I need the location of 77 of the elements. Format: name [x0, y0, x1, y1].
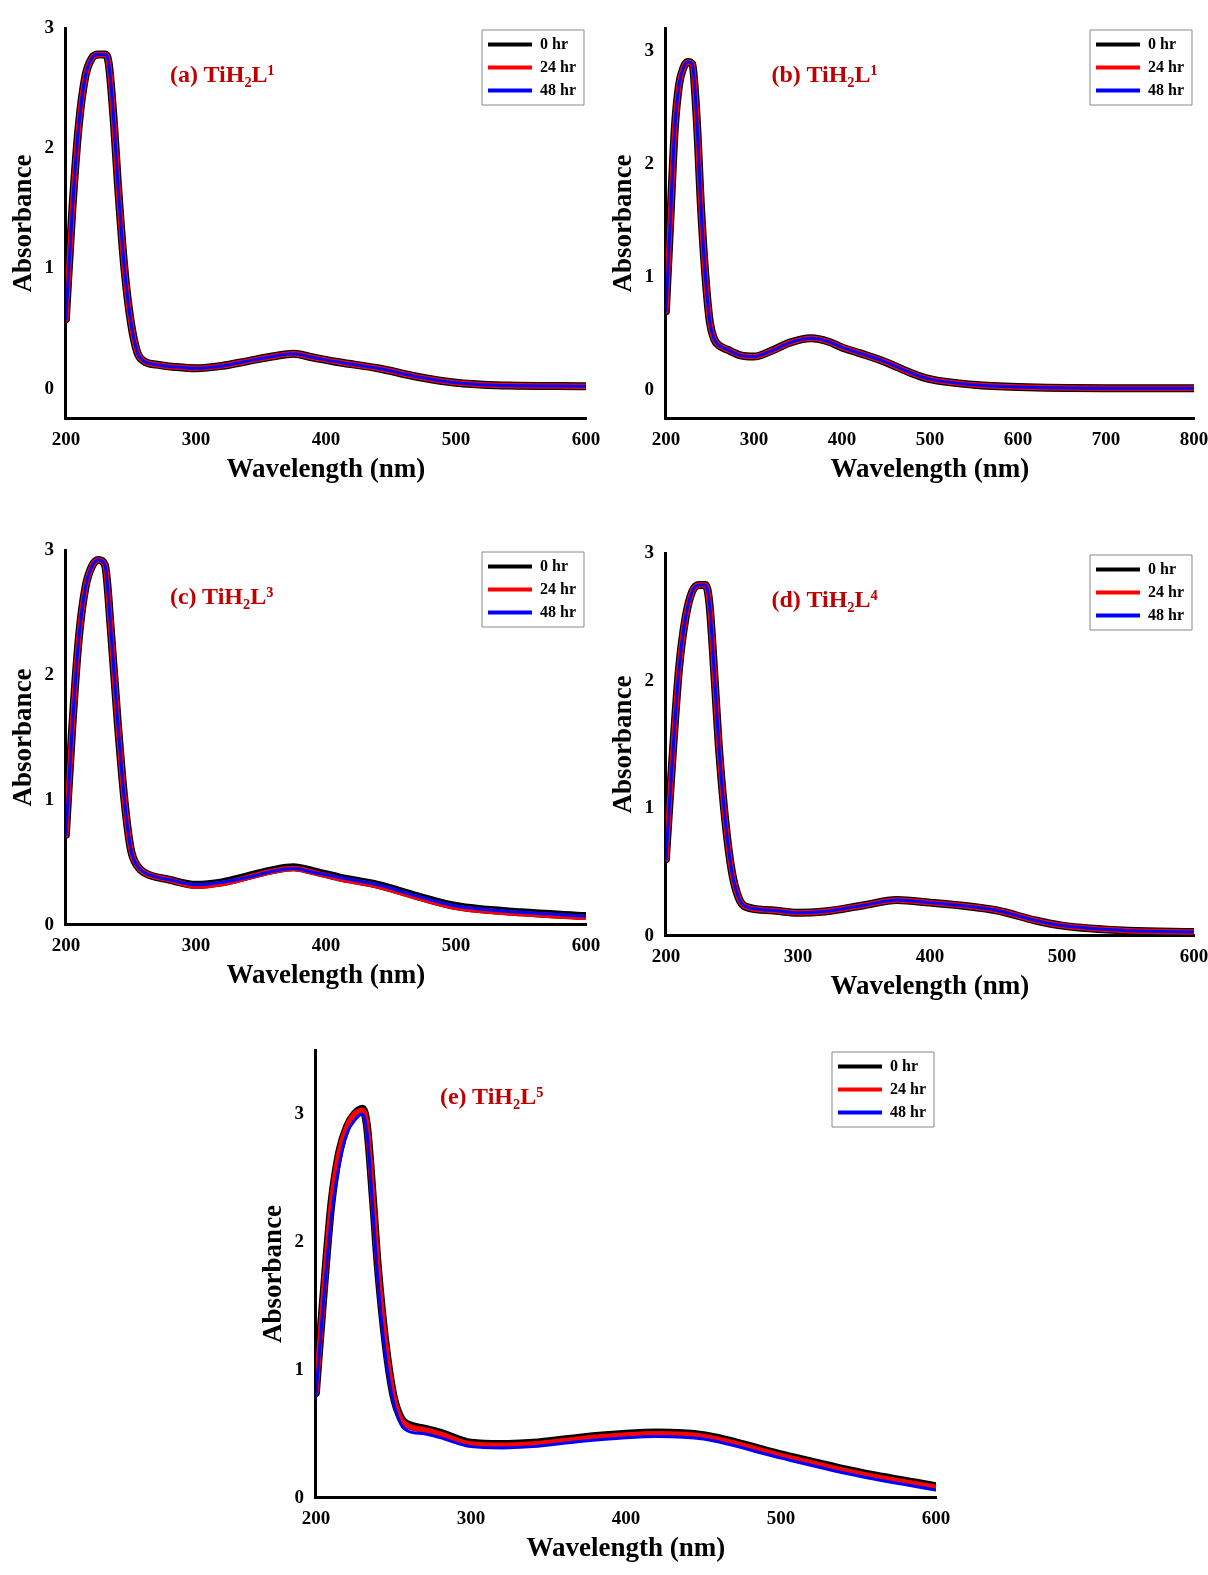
- legend-label: 0 hr: [540, 34, 568, 52]
- y-tick-label: 1: [644, 265, 654, 287]
- x-axis-title: Wavelength (nm): [830, 452, 1030, 483]
- legend-label: 48 hr: [540, 602, 576, 620]
- x-tick-label: 800: [1179, 428, 1208, 450]
- y-tick-label: 0: [44, 376, 54, 398]
- x-tick-label: 500: [766, 1507, 796, 1529]
- legend-label: 0 hr: [1148, 559, 1176, 577]
- y-axis-title: Absorbance: [7, 668, 38, 807]
- x-tick-label: 500: [441, 428, 471, 450]
- legend-label: 24 hr: [540, 579, 576, 597]
- legend-label: 48 hr: [890, 1102, 926, 1120]
- x-tick-label: 600: [921, 1507, 951, 1529]
- y-tick-label: 1: [294, 1357, 304, 1379]
- x-tick-label: 600: [1003, 428, 1033, 450]
- text: (b) TiH₂L¹: [771, 61, 878, 88]
- y-tick-label: 3: [44, 537, 54, 559]
- text: (d) TiH₂L⁴: [771, 586, 878, 613]
- x-tick-label: 200: [301, 1507, 331, 1529]
- y-tick-label: 3: [44, 15, 54, 37]
- y-tick-label: 3: [644, 540, 654, 562]
- y-axis-title: Absorbance: [257, 1204, 288, 1343]
- x-tick-label: 600: [1179, 945, 1208, 967]
- y-tick-label: 2: [44, 136, 54, 158]
- x-tick-label: 500: [441, 934, 471, 956]
- y-tick-label: 1: [44, 787, 54, 809]
- y-tick-label: 1: [644, 796, 654, 818]
- legend-label: 48 hr: [1148, 605, 1184, 623]
- y-tick-label: 3: [294, 1101, 304, 1123]
- y-tick-label: 0: [644, 378, 654, 400]
- x-tick-label: 400: [611, 1507, 641, 1529]
- x-axis-title: Wavelength (nm): [526, 1531, 726, 1562]
- y-axis-title: Absorbance: [7, 154, 38, 293]
- y-tick-label: 0: [44, 912, 54, 934]
- x-tick-label: 500: [1047, 945, 1077, 967]
- x-tick-label: 600: [571, 428, 601, 450]
- legend-label: 24 hr: [890, 1079, 926, 1097]
- x-tick-label: 400: [311, 428, 341, 450]
- y-axis-title: Absorbance: [607, 154, 638, 293]
- y-tick-label: 2: [44, 662, 54, 684]
- x-tick-label: 500: [915, 428, 945, 450]
- text: (c) TiH₂L³: [169, 583, 274, 610]
- x-tick-label: 300: [783, 945, 813, 967]
- text: (a) TiH₂L¹: [169, 61, 275, 88]
- y-tick-label: 0: [294, 1485, 304, 1507]
- x-axis-title: Wavelength (nm): [226, 958, 426, 989]
- y-tick-label: 1: [44, 256, 54, 278]
- legend-label: 48 hr: [540, 80, 576, 98]
- legend-label: 24 hr: [1148, 57, 1184, 75]
- legend-label: 0 hr: [1148, 34, 1176, 52]
- x-tick-label: 200: [651, 428, 681, 450]
- y-tick-label: 3: [644, 38, 654, 60]
- legend-label: 24 hr: [540, 57, 576, 75]
- x-axis-title: Wavelength (nm): [226, 452, 426, 483]
- y-axis-title: Absorbance: [607, 675, 638, 814]
- x-tick-label: 300: [181, 428, 211, 450]
- legend-label: 0 hr: [540, 556, 568, 574]
- x-tick-label: 200: [51, 934, 81, 956]
- x-tick-label: 400: [311, 934, 341, 956]
- x-tick-label: 400: [827, 428, 857, 450]
- y-tick-label: 0: [644, 923, 654, 945]
- x-tick-label: 300: [181, 934, 211, 956]
- y-tick-label: 2: [644, 668, 654, 690]
- x-axis-title: Wavelength (nm): [830, 969, 1030, 1000]
- x-tick-label: 400: [915, 945, 945, 967]
- legend-label: 0 hr: [890, 1056, 918, 1074]
- x-tick-label: 200: [651, 945, 681, 967]
- x-tick-label: 200: [51, 428, 81, 450]
- legend-label: 48 hr: [1148, 80, 1184, 98]
- x-tick-label: 300: [456, 1507, 486, 1529]
- text: (e) TiH₂L⁵: [439, 1083, 544, 1110]
- x-tick-label: 600: [571, 934, 601, 956]
- x-tick-label: 300: [739, 428, 769, 450]
- y-tick-label: 2: [644, 151, 654, 173]
- y-tick-label: 2: [294, 1229, 304, 1251]
- x-tick-label: 700: [1091, 428, 1121, 450]
- legend-label: 24 hr: [1148, 582, 1184, 600]
